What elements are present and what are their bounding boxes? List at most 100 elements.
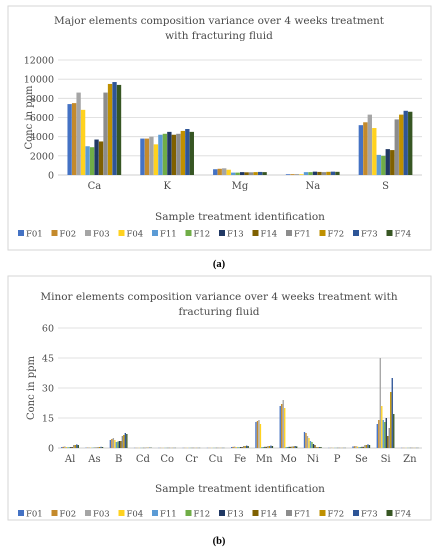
bar-s-f04 xyxy=(372,128,376,175)
bar-mg-f11 xyxy=(231,173,235,175)
bar-mo-f72 xyxy=(293,446,294,448)
bar-as-f03 xyxy=(88,447,89,448)
bar-si-f73 xyxy=(392,378,393,448)
bar-fe-f73 xyxy=(246,446,247,448)
legend-label: F71 xyxy=(294,510,311,520)
bar-s-f12 xyxy=(381,156,385,175)
bar-se-f14 xyxy=(363,447,364,448)
legend-label: F01 xyxy=(26,230,43,240)
legend-swatch-f71 xyxy=(286,230,292,236)
bar-ca-f03 xyxy=(76,93,80,175)
x-tick-label: B xyxy=(115,454,122,465)
bar-as-f73 xyxy=(100,447,101,448)
bar-al-f14 xyxy=(72,447,73,448)
x-tick-label: Mo xyxy=(280,454,296,465)
bar-na-f74 xyxy=(335,172,339,175)
bar-b-f12 xyxy=(117,442,118,448)
bar-mo-f12 xyxy=(287,447,288,448)
bar-si-f71 xyxy=(389,428,390,448)
x-tick-label: Mg xyxy=(232,181,249,192)
bar-b-f01 xyxy=(110,440,111,448)
bar-ca-f13 xyxy=(94,140,98,175)
legend-label: F74 xyxy=(395,510,412,520)
bar-al-f01 xyxy=(61,447,62,448)
bar-mo-f73 xyxy=(295,446,296,448)
bar-mo-f74 xyxy=(296,446,297,448)
legend-label: F72 xyxy=(328,510,345,520)
bar-mn-f72 xyxy=(269,446,270,448)
bar-ca-f04 xyxy=(81,110,85,175)
bar-se-f11 xyxy=(358,447,359,448)
legend-swatch-f14 xyxy=(253,230,259,236)
bar-si-f04 xyxy=(381,406,382,448)
bar-k-f04 xyxy=(154,144,158,175)
legend-label: F14 xyxy=(261,230,278,240)
bar-ni-f03 xyxy=(307,436,308,448)
bar-k-f01 xyxy=(140,139,144,175)
legend-label: F01 xyxy=(26,510,43,520)
bar-mn-f13 xyxy=(264,447,265,448)
bar-ca-f74 xyxy=(117,85,121,175)
bar-si-f74 xyxy=(393,414,394,448)
bar-mg-f74 xyxy=(262,172,266,175)
legend-label: F72 xyxy=(328,230,345,240)
bar-se-f01 xyxy=(352,446,353,448)
y-axis-label: Conc in ppm xyxy=(26,355,37,420)
legend-swatch-f03 xyxy=(85,230,91,236)
legend-swatch-f71 xyxy=(286,510,292,516)
bar-mn-f04 xyxy=(260,424,261,448)
bar-fe-f11 xyxy=(237,447,238,448)
bar-k-f02 xyxy=(145,139,149,175)
bar-as-f72 xyxy=(99,447,100,448)
bar-mn-f12 xyxy=(263,447,264,448)
legend-label: F13 xyxy=(227,230,244,240)
bar-al-f12 xyxy=(69,447,70,448)
bar-mn-f02 xyxy=(257,421,258,448)
bar-mn-f03 xyxy=(258,420,259,448)
bar-ni-f71 xyxy=(316,447,317,448)
chart-title: Major elements composition variance over… xyxy=(54,15,385,27)
bar-si-f12 xyxy=(384,422,385,448)
bar-fe-f01 xyxy=(231,447,232,448)
bar-se-f04 xyxy=(357,447,358,448)
bar-fe-f12 xyxy=(239,447,240,448)
y-tick-label: 10000 xyxy=(24,75,54,86)
legend-swatch-f12 xyxy=(186,510,192,516)
bar-k-f12 xyxy=(163,134,167,175)
bar-s-f01 xyxy=(359,125,363,175)
x-tick-label: Mn xyxy=(256,454,273,465)
legend-swatch-f12 xyxy=(186,230,192,236)
legend-swatch-f72 xyxy=(320,510,326,516)
y-tick-label: 30 xyxy=(42,384,54,395)
bar-al-f02 xyxy=(63,447,64,448)
bar-s-f71 xyxy=(395,119,399,175)
bar-mn-f11 xyxy=(261,447,262,448)
bar-al-f72 xyxy=(75,445,76,448)
bar-mg-f14 xyxy=(244,172,248,175)
bar-mn-f14 xyxy=(266,447,267,448)
chart-title: Minor elements composition variance over… xyxy=(40,291,398,303)
bar-k-f72 xyxy=(181,131,185,175)
bar-mg-f04 xyxy=(227,170,231,175)
x-tick-label: Na xyxy=(305,181,320,192)
legend-swatch-f02 xyxy=(52,510,58,516)
bar-b-f03 xyxy=(113,438,114,448)
bar-k-f11 xyxy=(158,135,162,175)
x-tick-label: As xyxy=(87,454,100,465)
x-tick-label: Se xyxy=(355,454,368,465)
legend-swatch-f13 xyxy=(219,510,225,516)
bar-al-f73 xyxy=(76,444,77,448)
bar-fe-f72 xyxy=(244,446,245,448)
bar-mo-f14 xyxy=(290,447,291,448)
bar-na-f12 xyxy=(308,172,312,175)
panel-label: (b) xyxy=(213,536,226,547)
legend-label: F02 xyxy=(60,510,77,520)
x-tick-label: Cd xyxy=(136,454,151,465)
bar-ni-f73 xyxy=(319,447,320,448)
bar-ni-f14 xyxy=(314,445,315,448)
bar-na-f04 xyxy=(299,174,303,175)
bar-se-f13 xyxy=(361,447,362,448)
y-tick-label: 2000 xyxy=(30,151,54,162)
legend-swatch-f01 xyxy=(18,510,24,516)
